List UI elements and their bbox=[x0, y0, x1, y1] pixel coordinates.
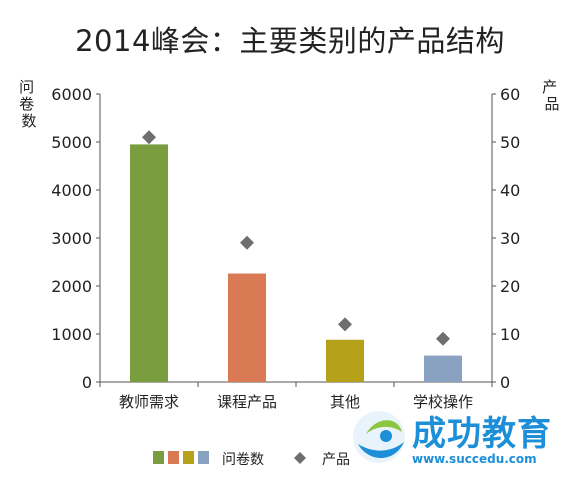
bar-series bbox=[130, 144, 462, 382]
y2-tick-label: 50 bbox=[500, 133, 520, 152]
legend-swatch bbox=[153, 451, 164, 464]
y2-axis-title-char-2: 品 bbox=[544, 95, 559, 113]
y-axis-title: 问 卷 数 bbox=[19, 78, 39, 130]
data-point bbox=[240, 235, 254, 250]
y-tick-label: 2000 bbox=[51, 277, 92, 296]
y-tick-label: 3000 bbox=[51, 229, 92, 248]
legend: 问卷数 产品 bbox=[153, 451, 350, 468]
bar bbox=[424, 355, 462, 382]
watermark-url: www.succedu.com bbox=[412, 452, 537, 466]
legend-diamond-icon bbox=[294, 452, 306, 464]
y2-tick-label: 60 bbox=[500, 85, 520, 104]
y-axis-title-char-1: 问 bbox=[19, 78, 34, 96]
x-category-label: 课程产品 bbox=[217, 393, 277, 411]
bar bbox=[326, 339, 364, 382]
y-tick-label: 5000 bbox=[51, 133, 92, 152]
x-category-label: 教师需求 bbox=[119, 393, 179, 411]
left-tick-labels: 0 1000 2000 3000 4000 5000 6000 bbox=[51, 85, 92, 392]
legend-label-bars: 问卷数 bbox=[222, 452, 264, 468]
watermark-name: 成功教育 bbox=[412, 414, 552, 454]
data-point bbox=[436, 331, 450, 346]
y-tick-label: 6000 bbox=[51, 85, 92, 104]
data-point bbox=[338, 317, 352, 332]
right-tick-labels: 0 10 20 30 40 50 60 bbox=[500, 85, 520, 392]
chart-title: 2014峰会：主要类别的产品结构 bbox=[75, 24, 505, 58]
watermark-logo-icon bbox=[353, 411, 405, 463]
y2-axis-title: 产 品 bbox=[542, 78, 562, 113]
bar bbox=[228, 273, 266, 382]
legend-label-points: 产品 bbox=[322, 452, 350, 468]
y2-tick-label: 20 bbox=[500, 277, 520, 296]
legend-bar-swatches bbox=[153, 451, 209, 464]
legend-swatch bbox=[168, 451, 179, 464]
x-category-label: 其他 bbox=[330, 393, 360, 411]
legend-swatch bbox=[183, 451, 194, 464]
tick-marks bbox=[96, 93, 496, 387]
x-category-label: 学校操作 bbox=[413, 393, 473, 411]
y2-tick-label: 10 bbox=[500, 325, 520, 344]
y-axis-title-char-3: 数 bbox=[21, 112, 36, 130]
point-series bbox=[142, 130, 450, 346]
y-tick-label: 4000 bbox=[51, 181, 92, 200]
y2-tick-label: 40 bbox=[500, 181, 520, 200]
y2-axis-title-char-1: 产 bbox=[542, 78, 557, 96]
data-point bbox=[142, 130, 156, 145]
watermark: 成功教育 www.succedu.com bbox=[346, 404, 566, 474]
y-tick-label: 1000 bbox=[51, 325, 92, 344]
y-tick-label: 0 bbox=[82, 373, 92, 392]
bar bbox=[130, 144, 168, 382]
y2-tick-label: 30 bbox=[500, 229, 520, 248]
y2-tick-label: 0 bbox=[500, 373, 510, 392]
category-labels: 教师需求 课程产品 其他 学校操作 bbox=[119, 393, 473, 411]
y-axis-title-char-2: 卷 bbox=[19, 95, 34, 113]
legend-swatch bbox=[198, 451, 209, 464]
